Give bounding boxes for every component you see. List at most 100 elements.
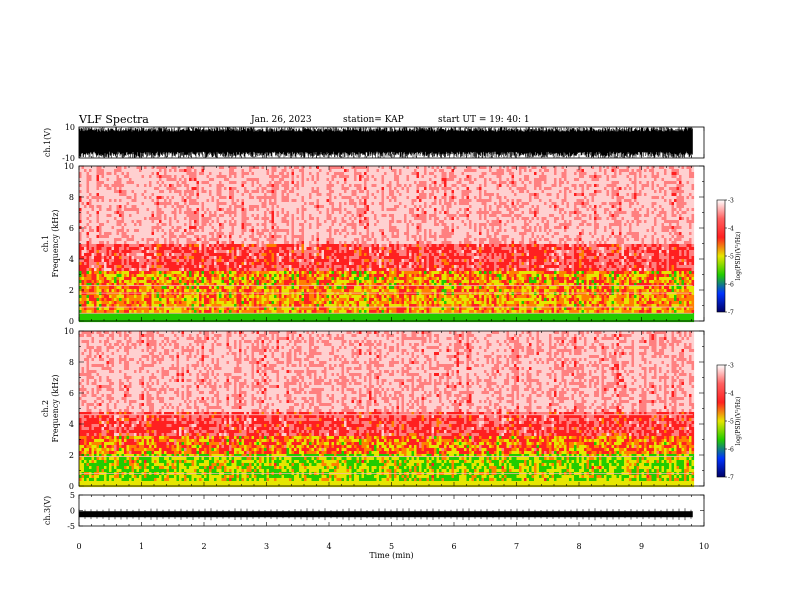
- spectrogram-cell: [139, 286, 142, 289]
- spectrogram-cell: [172, 262, 175, 265]
- spectrogram-cell: [249, 265, 252, 268]
- spectrogram-cell: [257, 238, 260, 241]
- spectrogram-cell: [249, 274, 252, 277]
- spectrogram-cell: [187, 241, 190, 244]
- spectrogram-cell: [94, 304, 97, 307]
- spectrogram-cell: [257, 262, 260, 265]
- spectrogram-cell: [172, 268, 175, 271]
- spectrogram-cell: [262, 199, 265, 202]
- spectrogram-cell: [212, 268, 215, 271]
- spectrogram-cell: [257, 229, 260, 232]
- spectrogram-cell: [272, 202, 275, 205]
- spectrogram-cell: [194, 190, 197, 193]
- spectrogram-cell: [292, 232, 295, 235]
- spectrogram-cell: [84, 205, 87, 208]
- spectrogram-cell: [82, 238, 85, 241]
- spectrogram-cell: [217, 214, 220, 217]
- spectrogram-cell: [149, 241, 152, 244]
- spectrogram-cell: [229, 232, 232, 235]
- spectrogram-cell: [169, 268, 172, 271]
- spectrogram-cell: [264, 211, 267, 214]
- spectrogram-cell: [239, 190, 242, 193]
- spectrogram-cell: [217, 190, 220, 193]
- spectrogram-cell: [264, 265, 267, 268]
- spectrogram-cell: [139, 247, 142, 250]
- spectrogram-cell: [214, 187, 217, 190]
- spectrogram-cell: [87, 319, 90, 322]
- spectrogram-cell: [294, 307, 297, 310]
- spectrogram-cell: [89, 187, 92, 190]
- spectrogram-cell: [122, 172, 125, 175]
- spectrogram-cell: [149, 244, 152, 247]
- spectrogram-cell: [212, 172, 215, 175]
- spectrogram-cell: [187, 175, 190, 178]
- spectrogram-cell: [197, 265, 200, 268]
- spectrogram-cell: [109, 193, 112, 196]
- spectrogram-cell: [87, 190, 90, 193]
- spectrogram-cell: [247, 268, 250, 271]
- spectrogram-cell: [142, 208, 145, 211]
- spectrogram-cell: [159, 268, 162, 271]
- spectrogram-cell: [257, 211, 260, 214]
- spectrogram-cell: [267, 268, 270, 271]
- spectrogram-cell: [292, 169, 295, 172]
- spectrogram-cell: [224, 301, 227, 304]
- spectrogram-cell: [97, 271, 100, 274]
- spectrogram-cell: [194, 307, 197, 310]
- spectrogram-cell: [112, 268, 115, 271]
- spectrogram-cell: [132, 274, 135, 277]
- spectrogram-cell: [292, 184, 295, 187]
- spectrogram-cell: [134, 190, 137, 193]
- spectrogram-cell: [82, 289, 85, 292]
- spectrogram-cell: [94, 208, 97, 211]
- spectrogram-cell: [267, 271, 270, 274]
- spectrogram-cell: [109, 280, 112, 283]
- spectrogram-cell: [237, 217, 240, 220]
- spectrogram-cell: [252, 190, 255, 193]
- spectrogram-cell: [224, 310, 227, 313]
- spectrogram-cell: [297, 199, 300, 202]
- spectrogram-cell: [202, 274, 205, 277]
- spectrogram-cell: [152, 223, 155, 226]
- spectrogram-cell: [139, 271, 142, 274]
- spectrogram-cell: [267, 280, 270, 283]
- spectrogram-cell: [112, 175, 115, 178]
- spectrogram-cell: [124, 217, 127, 220]
- spectrogram-cell: [164, 280, 167, 283]
- spectrogram-cell: [232, 190, 235, 193]
- spectrogram-cell: [274, 238, 277, 241]
- spectrogram-cell: [252, 214, 255, 217]
- spectrogram-cell: [242, 298, 245, 301]
- spectrogram-cell: [209, 277, 212, 280]
- spectrogram-cell: [232, 256, 235, 259]
- spectrogram-cell: [252, 274, 255, 277]
- spectrogram-cell: [109, 232, 112, 235]
- spectrogram-cell: [269, 187, 272, 190]
- spectrogram-cell: [92, 202, 95, 205]
- spectrogram-cell: [102, 274, 105, 277]
- spectrogram-cell: [199, 319, 202, 322]
- spectrogram-cell: [102, 178, 105, 181]
- spectrogram-cell: [114, 178, 117, 181]
- spectrogram-cell: [122, 217, 125, 220]
- spectrogram-cell: [277, 229, 280, 232]
- spectrogram-cell: [129, 301, 132, 304]
- spectrogram-cell: [92, 205, 95, 208]
- spectrogram-cell: [172, 271, 175, 274]
- spectrogram-cell: [174, 223, 177, 226]
- spectrogram-cell: [282, 277, 285, 280]
- spectrogram-cell: [249, 319, 252, 322]
- spectrogram-cell: [219, 190, 222, 193]
- spectrogram-cell: [134, 235, 137, 238]
- spectrogram-cell: [94, 181, 97, 184]
- spectrogram-cell: [229, 256, 232, 259]
- spectrogram-cell: [132, 250, 135, 253]
- spectrogram-cell: [134, 226, 137, 229]
- spectrogram-cell: [107, 205, 110, 208]
- spectrogram-cell: [109, 271, 112, 274]
- spectrogram-cell: [157, 181, 160, 184]
- spectrogram-cell: [229, 286, 232, 289]
- spectrogram-cell: [199, 175, 202, 178]
- spectrogram-cell: [274, 220, 277, 223]
- spectrogram-cell: [187, 304, 190, 307]
